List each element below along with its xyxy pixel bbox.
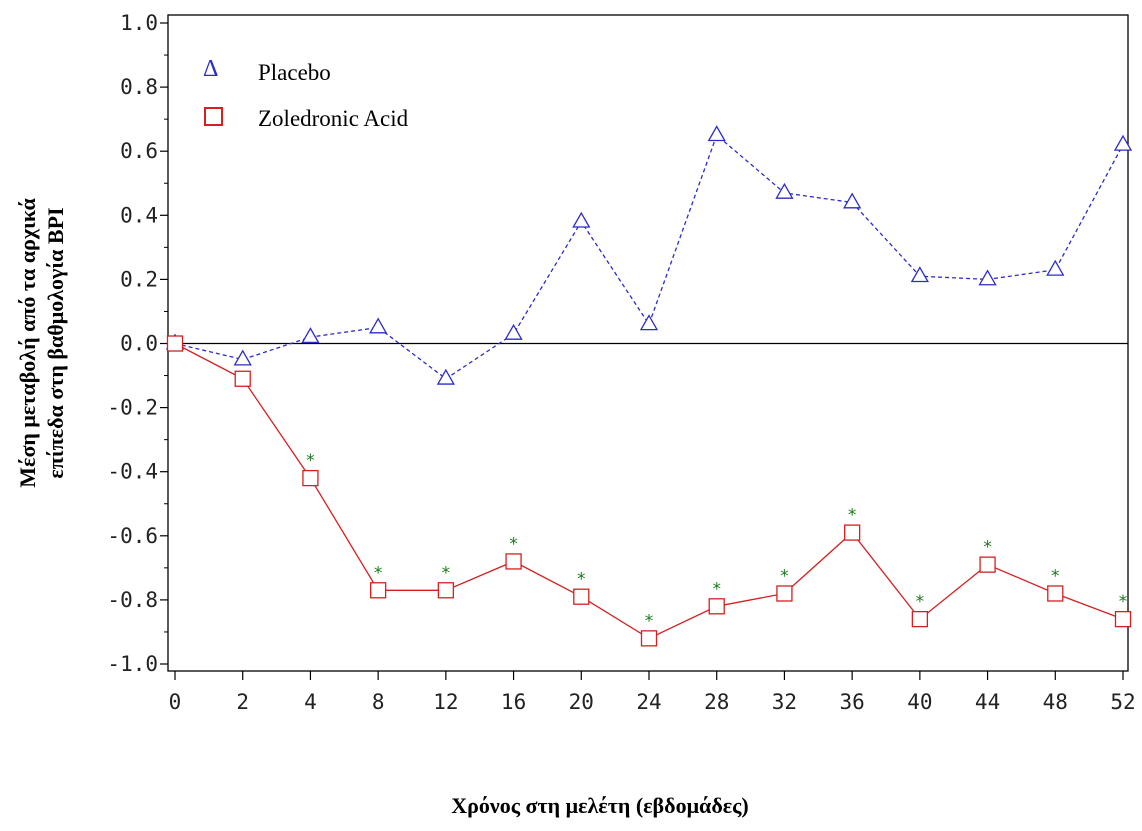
y-tick-label: 1.0 — [120, 11, 158, 35]
x-tick-label: 52 — [1110, 690, 1135, 714]
significance-star: * — [916, 592, 925, 612]
x-axis-ticks: 0 2 4 8 12 16 20 24 28 32 36 40 44 48 52 — [169, 671, 1136, 714]
y-tick-label: 0.4 — [120, 203, 158, 227]
y-tick-label: -0.6 — [107, 524, 158, 548]
significance-star: * — [848, 506, 857, 526]
legend-placebo-label: Placebo — [258, 60, 331, 85]
zoledronic-point — [1047, 585, 1064, 602]
placebo-point — [504, 323, 523, 340]
series-line-0 — [174, 134, 1124, 380]
placebo-point — [843, 192, 862, 209]
placebo-point — [707, 125, 726, 142]
y-tick-label: 0.2 — [120, 267, 158, 291]
series-line-1 — [174, 342, 1124, 640]
y-tick-label: 0.6 — [120, 139, 158, 163]
y-tick-label: -0.2 — [107, 396, 158, 420]
y-tick-label: -0.8 — [107, 588, 158, 612]
significance-star: * — [1119, 592, 1128, 612]
y-tick-label: -1.0 — [107, 652, 158, 676]
x-tick-label: 16 — [501, 690, 526, 714]
x-tick-label: 32 — [772, 690, 797, 714]
legend: Δ Placebo Zoledronic Acid — [203, 56, 409, 131]
significance-star: * — [645, 611, 654, 631]
significance-star: * — [712, 579, 721, 599]
x-tick-label: 0 — [169, 690, 182, 714]
zoledronic-point — [979, 556, 996, 573]
y-tick-label: 0.0 — [120, 332, 158, 356]
y-tick-label: -0.4 — [107, 460, 158, 484]
x-tick-label: 2 — [236, 690, 249, 714]
y-axis-title-line-2: επίπεδα στη βαθμολογία BPI — [43, 207, 68, 478]
zoledronic-point — [708, 598, 725, 615]
zoledronic-point — [234, 370, 251, 387]
placebo-point — [775, 182, 794, 199]
legend-placebo-symbol: Δ — [203, 56, 218, 82]
x-tick-label: 40 — [907, 690, 932, 714]
placebo-point — [639, 314, 659, 331]
y-axis-ticks: 1.0 0.8 0.6 0.4 0.2 0.0 -0.2 -0.4 -0.6 -0.8 -1.0 — [107, 11, 168, 676]
placebo-point — [1113, 134, 1133, 151]
y-axis-title-line-1: Μέση μεταβολή από τα αρχικά — [15, 198, 40, 488]
x-tick-label: 20 — [569, 690, 594, 714]
significance-star: * — [306, 451, 315, 471]
zoledronic-point — [640, 630, 658, 647]
zoledronic-point — [505, 553, 522, 570]
significance-star: * — [577, 570, 586, 590]
significance-star: * — [509, 534, 518, 554]
significance-star: * — [442, 563, 451, 583]
zoledronic-point — [437, 582, 455, 599]
x-tick-label: 48 — [1043, 690, 1068, 714]
zoledronic-point — [1114, 610, 1132, 628]
placebo-point — [978, 269, 997, 286]
placebo-point — [572, 211, 591, 228]
zoledronic-point — [302, 469, 319, 487]
series-layer — [165, 125, 1133, 647]
x-tick-label: 28 — [704, 690, 729, 714]
placebo-point — [910, 266, 929, 283]
significance-markers: * * * * * * * * * * * * * — [306, 451, 1127, 631]
placebo-point — [1046, 259, 1065, 276]
zoledronic-point — [573, 588, 590, 605]
zoledronic-point — [911, 610, 929, 628]
x-tick-label: 44 — [975, 690, 1000, 714]
y-tick-label: 0.8 — [120, 75, 158, 99]
significance-star: * — [374, 563, 383, 583]
significance-star: * — [983, 538, 992, 558]
x-tick-label: 36 — [839, 690, 864, 714]
zoledronic-point — [369, 582, 387, 599]
legend-zoledronic-symbol — [204, 107, 223, 126]
zoledronic-point — [843, 524, 861, 541]
placebo-point — [233, 349, 252, 366]
placebo-point — [436, 368, 455, 385]
significance-star: * — [1051, 566, 1060, 586]
x-tick-label: 12 — [433, 690, 458, 714]
zoledronic-point — [776, 585, 793, 602]
x-tick-label: 4 — [304, 690, 317, 714]
x-axis-title: Χρόνος στη μελέτη (εβδομάδες) — [451, 793, 749, 818]
placebo-point — [369, 317, 388, 334]
placebo-point — [301, 327, 320, 344]
x-tick-label: 24 — [636, 690, 661, 714]
significance-star: * — [780, 566, 789, 586]
x-tick-label: 8 — [372, 690, 385, 714]
zoledronic-point — [166, 335, 184, 352]
legend-zoledronic-label: Zoledronic Acid — [258, 106, 409, 131]
